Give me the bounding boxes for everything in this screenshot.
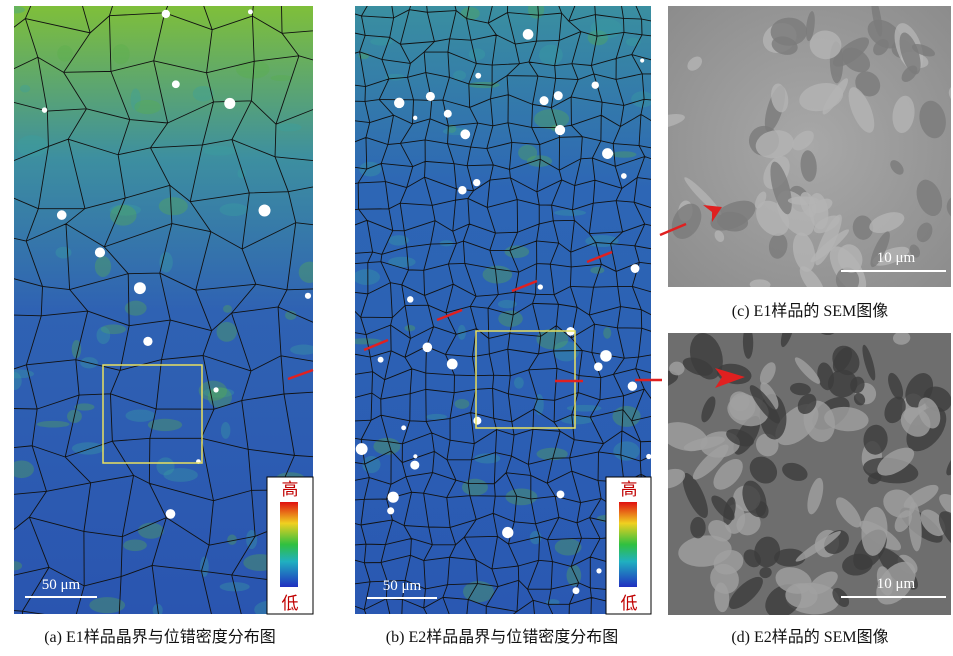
spot (473, 179, 480, 186)
spot (143, 337, 152, 346)
colorbar-high: 高 (282, 480, 299, 499)
spot (134, 282, 146, 294)
spot (248, 9, 253, 14)
spot (388, 492, 399, 503)
caption: (c) E1样品的 SEM图像 (732, 302, 888, 320)
colorbar-low: 低 (282, 594, 299, 613)
spot (460, 129, 470, 139)
spot (166, 509, 176, 519)
spot (394, 98, 404, 108)
spot (444, 110, 452, 118)
spot (640, 58, 644, 62)
spot (224, 98, 235, 109)
spot (172, 80, 180, 88)
caption: (b) E2样品晶界与位错密度分布图 (386, 628, 618, 646)
spot (410, 461, 419, 470)
spot (602, 148, 613, 159)
spot (259, 205, 271, 217)
spot (387, 507, 394, 514)
scale-bar-label: 50 μm (42, 577, 81, 593)
scale-bar-label: 50 μm (383, 578, 422, 594)
spot (378, 357, 384, 363)
spot (423, 343, 433, 353)
spot (628, 381, 637, 390)
caption: (a) E1样品晶界与位错密度分布图 (44, 628, 276, 646)
spot (57, 210, 67, 220)
spot (42, 107, 47, 112)
spot (621, 173, 627, 179)
scale-bar-label: 10 μm (877, 250, 916, 266)
spot (475, 73, 481, 79)
spot (592, 81, 599, 88)
spot (305, 293, 311, 299)
spot (538, 284, 543, 289)
spot (473, 417, 481, 425)
spot (554, 91, 563, 100)
colorbar-high: 高 (621, 480, 638, 499)
figure: 高 低 高 低 50 μm 50 μm 10 μm 10 μm (a) E1样品… (0, 0, 953, 651)
spot (447, 359, 458, 370)
spot (600, 350, 612, 362)
spot (523, 29, 534, 40)
spot (502, 527, 513, 538)
spot (596, 568, 601, 573)
spot (594, 362, 603, 371)
spot (458, 186, 466, 194)
scale-bar-label: 10 μm (877, 576, 916, 592)
spot (95, 247, 105, 257)
spot (426, 92, 435, 101)
spot (407, 296, 414, 303)
spot (573, 587, 580, 594)
colorbar-low: 低 (621, 594, 638, 613)
spot (413, 116, 417, 120)
spot (540, 96, 549, 105)
spot (557, 491, 565, 499)
spot (555, 125, 565, 135)
spot (401, 425, 406, 430)
spot (631, 264, 640, 273)
spot (162, 10, 170, 18)
spot (646, 454, 651, 459)
spot (356, 443, 368, 455)
caption: (d) E2样品的 SEM图像 (731, 628, 888, 646)
spot (213, 387, 218, 392)
spot (413, 454, 417, 458)
